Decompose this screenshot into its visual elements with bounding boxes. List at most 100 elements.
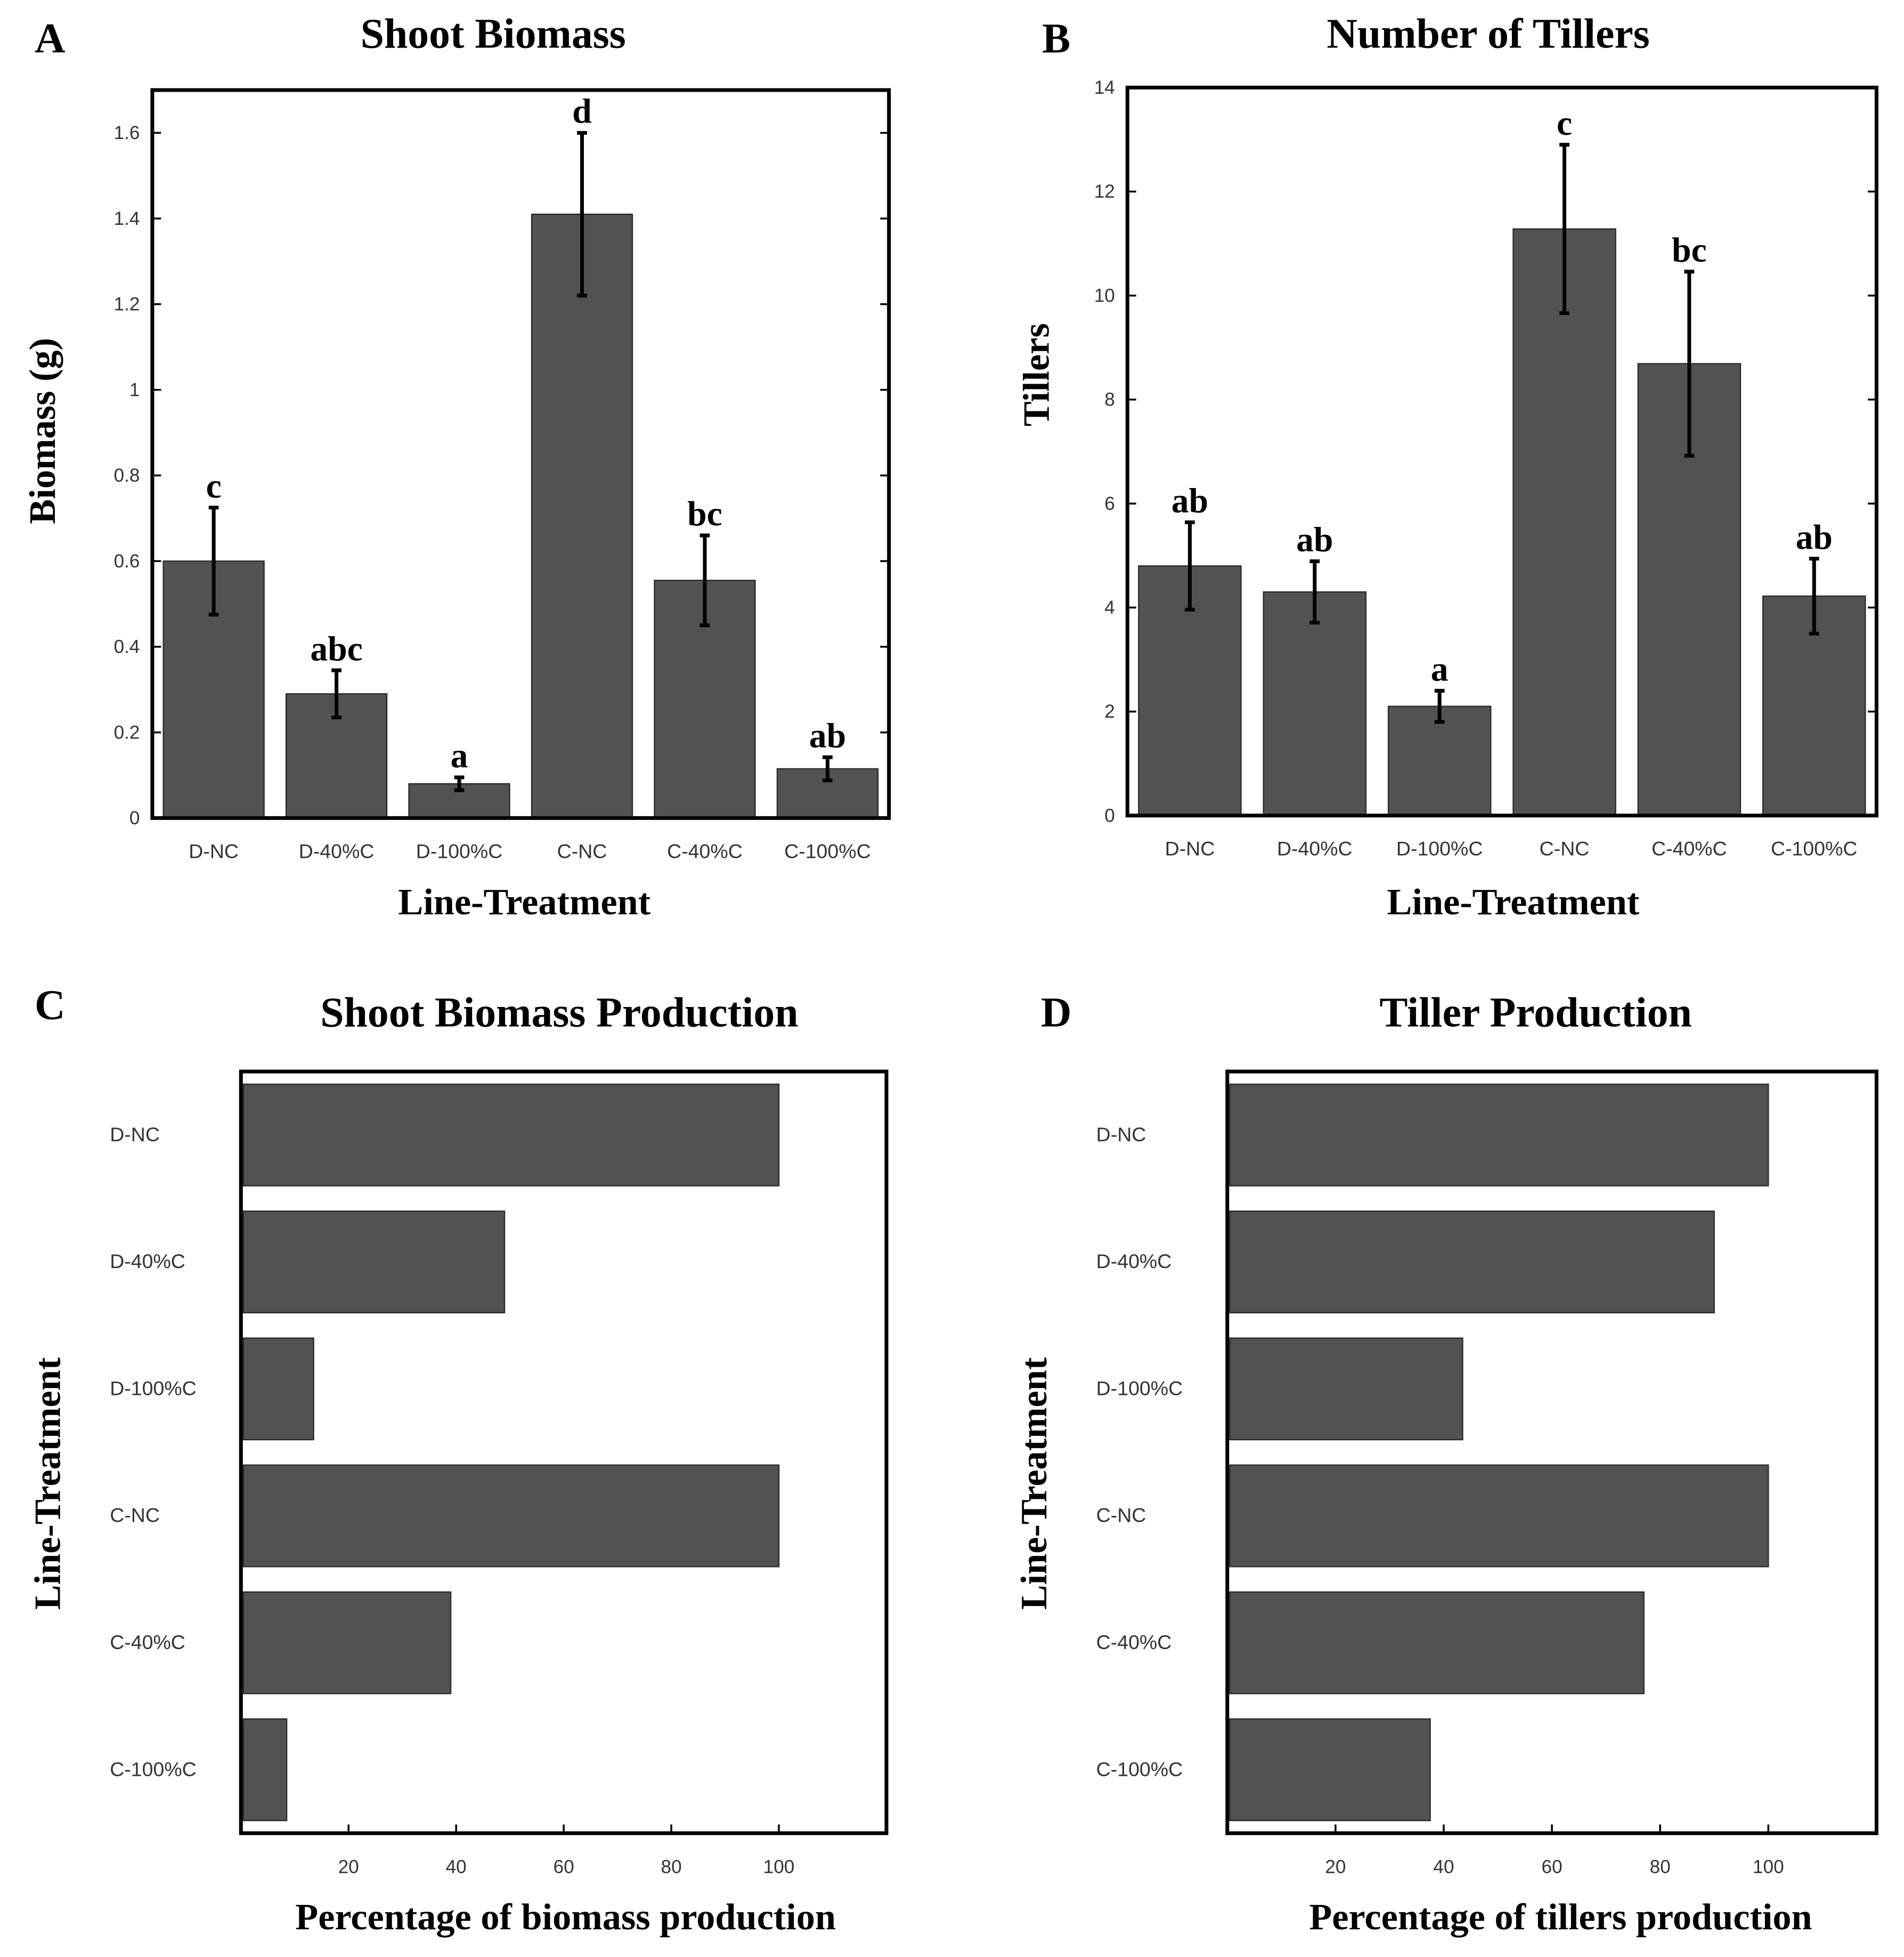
significance-label: c: [206, 467, 222, 506]
plot-frame: [150, 88, 891, 820]
y-tick-label: 0: [1104, 805, 1115, 826]
bar: [1229, 1591, 1645, 1694]
y-tick-label: D-100%C: [1096, 1377, 1183, 1399]
y-tick-label: C-40%C: [110, 1631, 185, 1653]
x-tick-label: C-100%C: [1771, 838, 1857, 860]
y-tick-label: 0.6: [114, 551, 140, 572]
bar: [1263, 591, 1367, 816]
significance-label: ab: [1296, 521, 1333, 559]
x-axis-label: Percentage of biomass production: [295, 1896, 836, 1938]
y-tick-label: C-40%C: [1096, 1631, 1172, 1653]
bar: [1229, 1718, 1431, 1822]
significance-label: abc: [310, 630, 362, 668]
panel-letter: B: [1042, 15, 1070, 62]
y-tick-label: C-NC: [1096, 1504, 1146, 1526]
significance-label: bc: [687, 495, 722, 533]
x-tick-label: C-100%C: [784, 840, 871, 862]
y-tick-label: 0: [129, 808, 140, 829]
x-axis-label: Line-Treatment: [398, 881, 650, 923]
y-axis-label: Line-Treatment: [27, 1357, 68, 1610]
x-tick-label: C-40%C: [1651, 838, 1727, 860]
y-tick-label: D-NC: [110, 1123, 160, 1146]
y-tick-label: 1.4: [114, 208, 140, 229]
bar: [1512, 228, 1616, 816]
significance-label: d: [572, 93, 592, 131]
x-axis-label: Line-Treatment: [1387, 881, 1640, 923]
x-tick-label: D-40%C: [299, 840, 375, 862]
bar: [1229, 1464, 1769, 1568]
y-tick-label: 10: [1094, 285, 1115, 306]
significance-label: a: [451, 737, 468, 775]
x-tick-label: 80: [661, 1857, 682, 1878]
panel-C: C Shoot Biomass Production Percentage of b…: [27, 982, 889, 1938]
y-axis-label: Line-Treatment: [1013, 1357, 1055, 1610]
y-tick-label: 0.4: [114, 637, 140, 657]
bar: [1229, 1337, 1463, 1441]
x-tick-label: 60: [554, 1857, 574, 1878]
bar: [1229, 1083, 1769, 1187]
x-axis-label: Percentage of tillers production: [1309, 1896, 1812, 1938]
bar: [242, 1591, 452, 1694]
x-tick-label: D-NC: [1165, 838, 1215, 860]
y-tick-label: 0.2: [114, 722, 140, 743]
y-tick-label: D-40%C: [1096, 1250, 1172, 1272]
x-tick-label: C-NC: [1540, 838, 1590, 860]
x-tick-label: 40: [1433, 1857, 1454, 1878]
y-tick-label: D-40%C: [110, 1250, 185, 1272]
x-tick-label: C-NC: [557, 840, 607, 862]
significance-label: ab: [1796, 518, 1833, 557]
y-tick-label: D-NC: [1096, 1123, 1146, 1146]
x-tick-label: 80: [1650, 1857, 1671, 1878]
x-tick-label: D-40%C: [1277, 838, 1353, 860]
significance-label: c: [1557, 104, 1572, 143]
x-tick-label: 60: [1542, 1857, 1563, 1878]
bar: [242, 1083, 780, 1187]
y-tick-label: D-100%C: [110, 1377, 197, 1399]
x-tick-label: 40: [446, 1857, 467, 1878]
panel-letter: A: [35, 15, 66, 62]
plot-frame: [239, 1069, 889, 1836]
panel-B: B Number of Tillers Line-Treatment Tillers 0…: [1016, 10, 1878, 923]
significance-label: bc: [1672, 231, 1707, 270]
panel-letter: D: [1041, 989, 1072, 1036]
panel-A: A Shoot Biomass Line-Treatment Biomass (g) 0…: [22, 10, 891, 923]
x-tick-label: 100: [1753, 1857, 1784, 1878]
x-tick-label: 20: [338, 1857, 359, 1878]
y-axis-label: Tillers: [1016, 323, 1057, 426]
bar: [242, 1718, 288, 1822]
y-tick-label: 6: [1104, 493, 1115, 514]
chart-title: Number of Tillers: [1327, 10, 1649, 57]
bar: [242, 1337, 314, 1441]
significance-label: ab: [809, 717, 846, 755]
significance-label: ab: [1171, 482, 1208, 520]
panel-letter: C: [35, 982, 66, 1029]
x-tick-label: D-100%C: [1396, 838, 1483, 860]
plot-frame: [1225, 1069, 1878, 1836]
bar: [531, 213, 633, 819]
chart-title: Tiller Production: [1379, 989, 1692, 1036]
y-axis-label: Biomass (g): [22, 338, 63, 524]
y-tick-label: 1.2: [114, 294, 140, 315]
y-tick-label: 0.8: [114, 465, 140, 486]
x-tick-label: C-40%C: [667, 840, 743, 862]
y-tick-label: C-100%C: [110, 1758, 197, 1780]
x-tick-label: 20: [1325, 1857, 1346, 1878]
y-tick-label: 8: [1104, 389, 1115, 410]
y-tick-label: 12: [1094, 181, 1115, 202]
bar: [1229, 1211, 1715, 1313]
y-tick-label: 1: [129, 379, 140, 400]
y-tick-label: C-NC: [110, 1504, 160, 1526]
bar: [242, 1211, 506, 1313]
plot-frame: [1125, 85, 1878, 818]
chart-title: Shoot Biomass Production: [320, 989, 798, 1036]
y-tick-label: 14: [1094, 77, 1115, 98]
x-tick-label: 100: [763, 1857, 795, 1878]
x-tick-label: D-100%C: [416, 840, 503, 862]
significance-label: a: [1431, 651, 1449, 689]
bar: [242, 1464, 780, 1568]
y-tick-label: 1.6: [114, 123, 140, 143]
bar: [1387, 705, 1492, 816]
y-tick-label: 4: [1104, 597, 1115, 618]
x-tick-label: D-NC: [189, 840, 239, 862]
